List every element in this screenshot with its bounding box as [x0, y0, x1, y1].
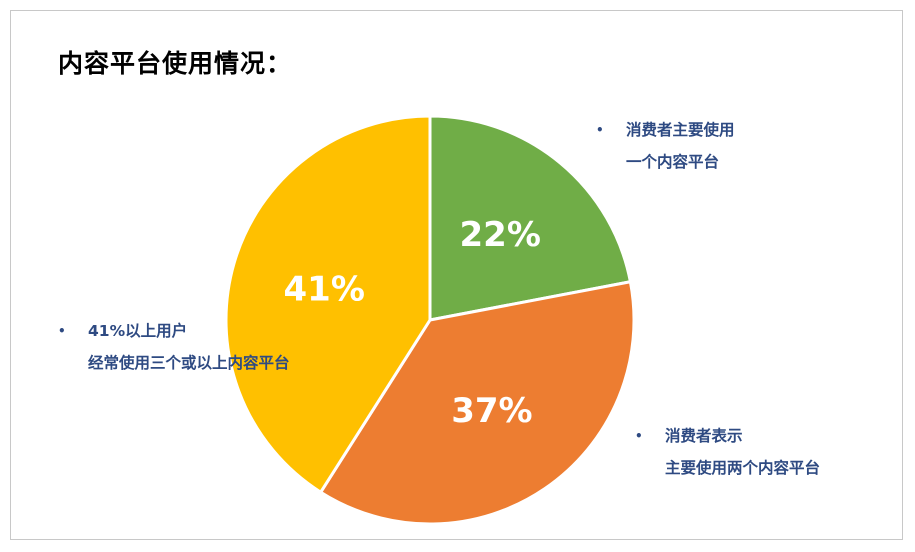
- bullet-icon: •: [58, 324, 66, 338]
- pie-slice-41: [224, 114, 432, 494]
- annotation-line-1: 41%以上用户: [88, 322, 188, 340]
- slice-label-22: 22%: [460, 215, 541, 255]
- slice-label-37: 37%: [451, 391, 532, 431]
- annotation-one-platform: • 消费者主要使用 一个内容平台: [596, 114, 735, 178]
- pie-slice-37: [319, 280, 636, 526]
- annotation-three-platforms: • 41%以上用户 经常使用三个或以上内容平台: [58, 315, 290, 379]
- slice-label-41: 41%: [284, 269, 365, 309]
- annotation-line-2: 主要使用两个内容平台: [665, 459, 821, 477]
- annotation-line-2: 一个内容平台: [626, 153, 720, 171]
- bullet-icon: •: [635, 429, 643, 443]
- chart-title: 内容平台使用情况：: [58, 49, 293, 78]
- annotation-line-1: 消费者主要使用: [626, 121, 735, 139]
- annotation-line-1: 消费者表示: [665, 427, 743, 445]
- pie-slice-22: [428, 114, 632, 322]
- annotation-two-platforms: • 消费者表示 主要使用两个内容平台: [635, 420, 820, 484]
- annotation-line-2: 经常使用三个或以上内容平台: [88, 354, 290, 372]
- bullet-icon: •: [596, 123, 604, 137]
